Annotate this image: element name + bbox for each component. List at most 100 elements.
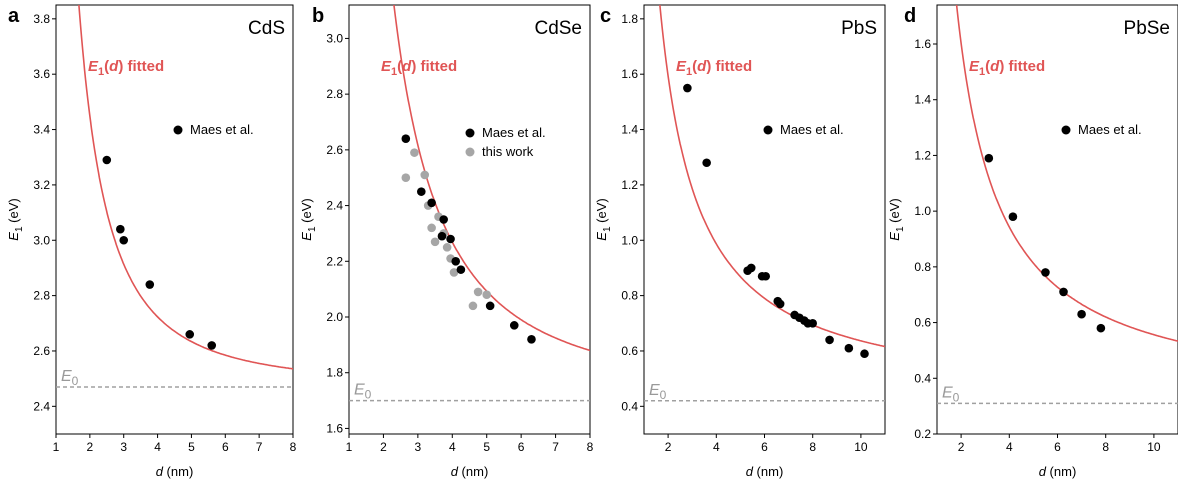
x-tick-label: 3 [415,440,422,454]
x-tick-label: 7 [552,440,559,454]
legend-marker [465,128,475,138]
panel-b: 1 2 3 4 5 6 7 8 1.6 1.8 2.0 2.2 2.4 2.6 2.8 3.0 d (nm) E1… [299,4,594,479]
data-point [119,235,129,245]
fit-curve [78,5,293,370]
x-tick-label: 8 [290,440,297,454]
data-point [427,223,436,233]
data-point [401,173,411,183]
data-point [451,256,461,266]
data-point [808,318,817,328]
legend-marker [763,125,773,135]
data-point [468,301,478,311]
data-point [482,290,492,300]
data-point [207,341,217,350]
e0-label: E0 [61,368,79,388]
legend-marker [173,125,183,135]
x-tick-label: 6 [518,440,525,454]
data-point [439,215,448,224]
data-point [761,271,771,281]
material-title: CdS [248,18,285,39]
plot-frame [348,4,591,435]
y-tick-label: 1.6 [621,67,638,81]
panel-letter: a [8,5,20,27]
material-title: CdSe [534,18,582,39]
plot-frame [55,4,294,435]
x-tick-label: 4 [154,440,161,454]
data-point [446,234,455,244]
y-tick-label: 2.6 [326,143,343,157]
legend-label: Maes et al. [1078,122,1142,137]
y-tick-label: 2.0 [326,310,343,324]
y-axis-label: E1 (eV) [887,198,906,240]
y-axis-label: E1 (eV) [594,198,613,240]
y-tick-label: 3.8 [33,12,50,26]
data-point [1041,268,1050,277]
y-tick-label: 0.4 [621,399,638,413]
x-tick-label: 7 [256,440,263,454]
x-tick-label: 8 [809,440,816,454]
fit-label: E1(d) fitted [88,58,164,78]
y-tick-label: 2.8 [33,289,50,303]
data-point [185,330,195,339]
data-point [746,263,756,273]
legend-label: Maes et al. [780,122,844,137]
data-point [456,265,466,274]
x-tick-label: 3 [120,440,127,454]
data-point [401,134,411,144]
x-tick-label: 8 [587,440,594,454]
y-tick-label: 0.6 [914,316,931,330]
fit-label: E1(d) fitted [381,58,457,78]
data-point [702,158,711,168]
data-point [420,170,430,180]
x-tick-label: 4 [1006,440,1013,454]
y-tick-label: 3.0 [33,233,50,247]
y-tick-label: 0.6 [621,344,638,358]
fit-curve [393,5,590,352]
x-tick-label: 1 [346,440,353,454]
data-point [844,343,854,353]
x-tick-label: 2 [958,440,965,454]
panel-letter: d [904,5,916,27]
y-axis-label: E1 (eV) [6,198,25,240]
data-point [116,224,125,234]
data-point [1008,212,1018,222]
data-point [775,299,785,309]
legend-label: Maes et al. [482,125,546,140]
data-point [410,148,419,157]
y-tick-label: 1.2 [621,178,638,192]
x-tick-label: 6 [761,440,768,454]
data-point [437,231,447,241]
y-tick-label: 3.4 [33,123,50,137]
y-tick-label: 1.2 [914,148,931,162]
y-tick-label: 0.8 [621,289,638,303]
material-title: PbSe [1124,18,1170,39]
data-point [449,268,459,277]
y-tick-label: 2.4 [33,399,50,413]
fit-label: E1(d) fitted [676,58,752,78]
x-tick-label: 2 [665,440,672,454]
x-tick-label: 10 [1147,440,1161,454]
x-tick-label: 2 [87,440,94,454]
y-tick-label: 3.2 [33,178,50,192]
x-tick-label: 5 [483,440,490,454]
data-point [417,187,426,196]
y-tick-label: 1.0 [914,204,931,218]
y-tick-label: 1.8 [621,12,638,26]
y-tick-label: 0.8 [914,260,931,274]
data-point [427,198,436,208]
x-tick-label: 6 [222,440,229,454]
legend-label: Maes et al. [190,122,254,137]
y-tick-label: 2.8 [326,87,343,101]
x-axis-label: d (nm) [1039,464,1077,479]
data-point [825,335,834,345]
data-point [527,334,536,344]
data-point [145,280,155,289]
y-tick-label: 3.0 [326,31,343,45]
fit-label: E1(d) fitted [969,58,1045,78]
y-tick-label: 1.6 [914,37,931,51]
data-point [984,153,994,163]
y-tick-label: 1.4 [914,93,931,107]
legend-label: this work [482,144,534,159]
y-tick-label: 1.4 [621,123,638,137]
legend-marker [1061,125,1071,135]
